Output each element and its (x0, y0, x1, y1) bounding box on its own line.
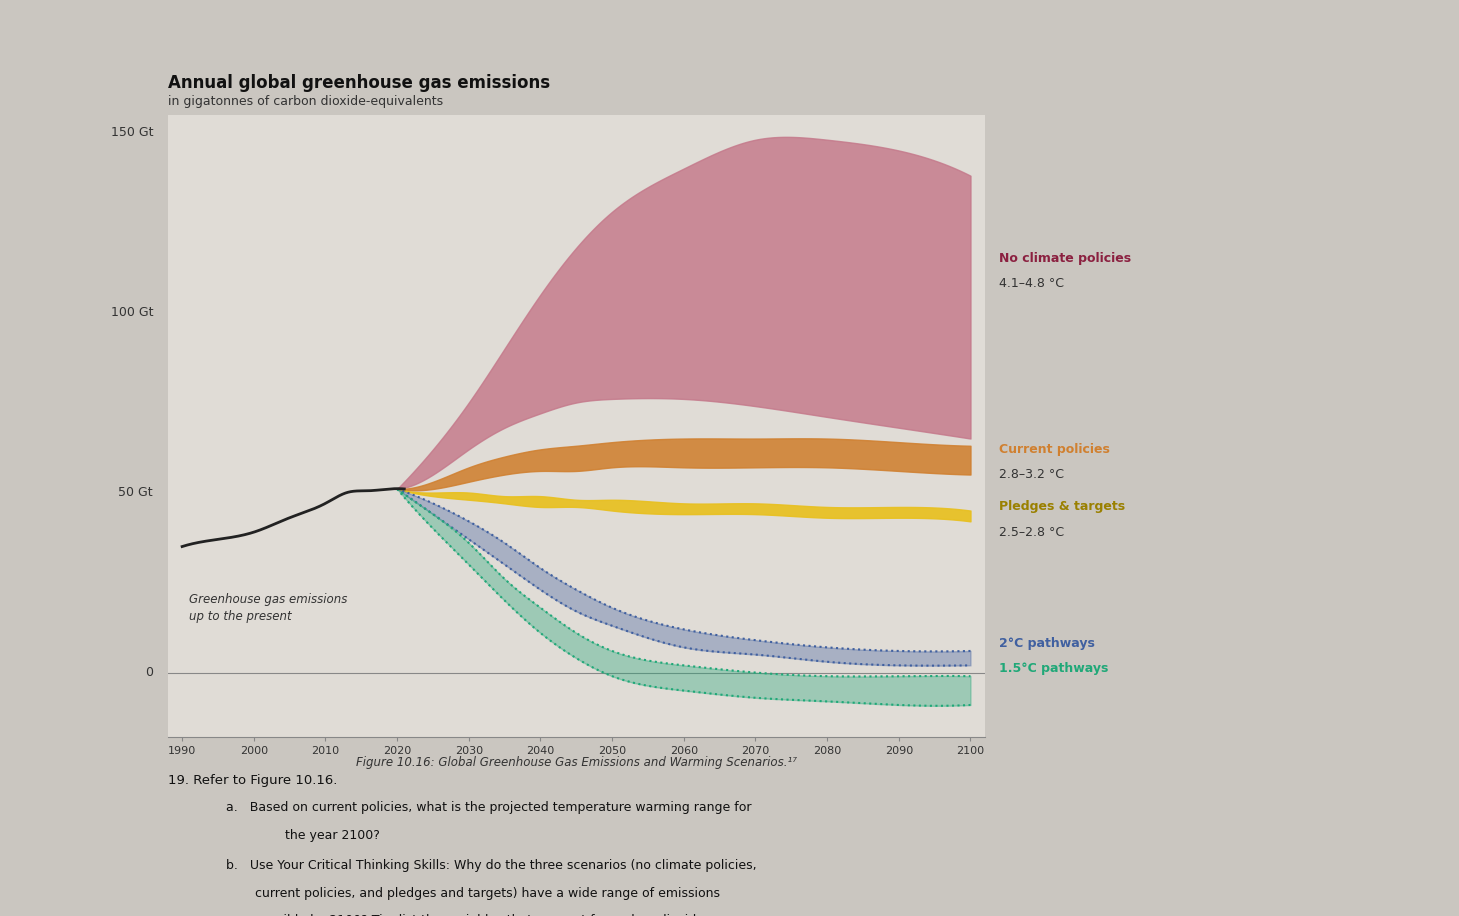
Text: Figure 10.16: Global Greenhouse Gas Emissions and Warming Scenarios.¹⁷: Figure 10.16: Global Greenhouse Gas Emis… (356, 756, 797, 769)
Text: a.   Based on current policies, what is the projected temperature warming range : a. Based on current policies, what is th… (226, 802, 751, 814)
Text: 1.5°C pathways: 1.5°C pathways (999, 662, 1109, 675)
Text: in gigatonnes of carbon dioxide-equivalents: in gigatonnes of carbon dioxide-equivale… (168, 95, 444, 108)
Text: 0: 0 (144, 666, 153, 679)
Text: Pledges & targets: Pledges & targets (999, 500, 1125, 514)
Text: possible by 2100? Tip: list the variables that account for carbon dioxide: possible by 2100? Tip: list the variable… (255, 914, 705, 916)
Text: 4.1–4.8 °C: 4.1–4.8 °C (999, 278, 1065, 290)
Text: b.   Use Your Critical Thinking Skills: Why do the three scenarios (no climate p: b. Use Your Critical Thinking Skills: Wh… (226, 859, 757, 872)
Text: 2°C pathways: 2°C pathways (999, 638, 1096, 650)
Text: 2.5–2.8 °C: 2.5–2.8 °C (999, 526, 1065, 539)
Text: current policies, and pledges and targets) have a wide range of emissions: current policies, and pledges and target… (255, 887, 721, 900)
Text: 100 Gt: 100 Gt (111, 306, 153, 319)
Text: Current policies: Current policies (999, 442, 1110, 456)
Text: 50 Gt: 50 Gt (118, 486, 153, 499)
Text: the year 2100?: the year 2100? (285, 829, 379, 842)
Text: No climate policies: No climate policies (999, 252, 1132, 265)
Text: 19. Refer to Figure 10.16.: 19. Refer to Figure 10.16. (168, 774, 337, 787)
Text: 2.8–3.2 °C: 2.8–3.2 °C (999, 468, 1065, 481)
Text: Annual global greenhouse gas emissions: Annual global greenhouse gas emissions (168, 73, 550, 92)
Text: 150 Gt: 150 Gt (111, 126, 153, 139)
Text: Greenhouse gas emissions
up to the present: Greenhouse gas emissions up to the prese… (190, 594, 347, 624)
